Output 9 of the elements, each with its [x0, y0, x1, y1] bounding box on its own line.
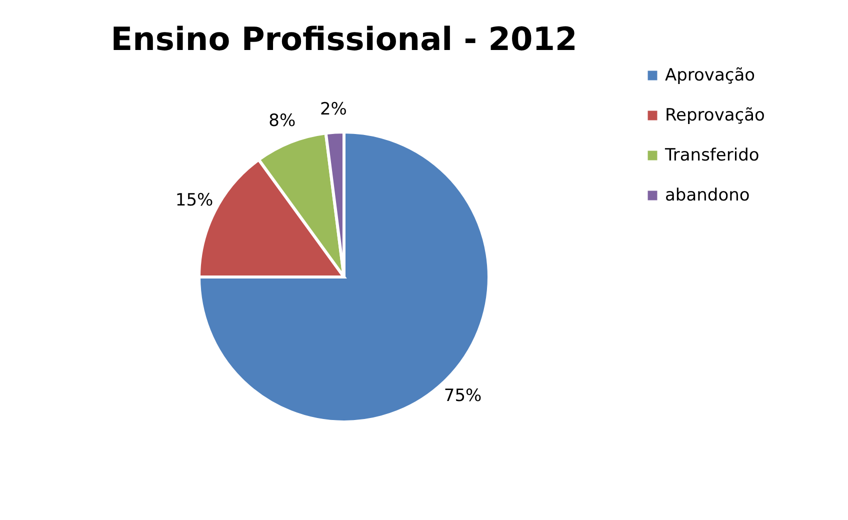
legend-label: abandono — [665, 186, 750, 206]
legend-label: Reprovação — [665, 106, 765, 126]
legend-label: Transferido — [664, 146, 760, 166]
chart-title: Ensino Profissional - 2012 — [110, 20, 578, 58]
legend-label: Aprovação — [665, 66, 756, 86]
data-label: 2% — [320, 99, 347, 120]
data-label: 75% — [444, 386, 482, 406]
data-label: 8% — [268, 110, 296, 131]
data-label: 15% — [175, 190, 214, 211]
